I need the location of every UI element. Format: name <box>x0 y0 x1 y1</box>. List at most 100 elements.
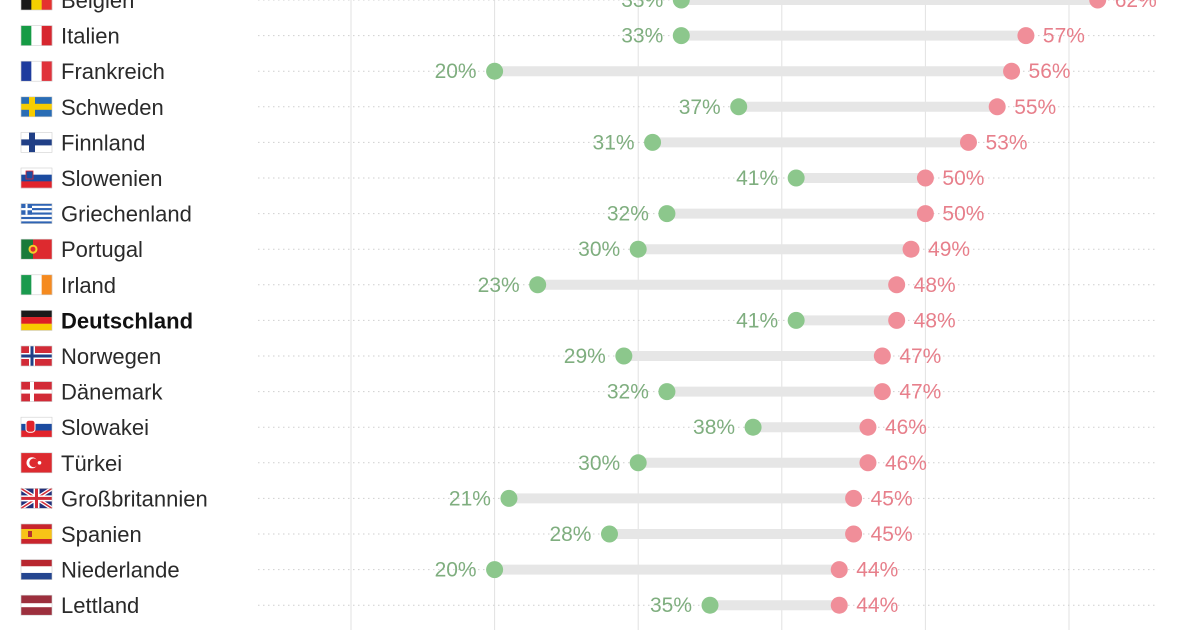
chart-row: Italien 33% 57% <box>20 24 1158 49</box>
belgium-flag <box>20 0 53 11</box>
chart-rows: Belgien 33% 62% Italien 33% 57% Frankreich 20% 5… <box>19 0 1158 618</box>
country-label: Belgien <box>61 0 134 13</box>
country-label: Deutschland <box>61 308 193 333</box>
high-point <box>859 454 877 472</box>
uk-flag <box>19 486 54 511</box>
country-label: Slowenien <box>61 166 163 191</box>
low-point <box>744 418 762 436</box>
denmark-flag <box>20 381 53 402</box>
high-point <box>830 561 848 579</box>
slovakia-flag <box>20 416 53 438</box>
germany-flag <box>20 310 53 331</box>
low-value-label: 38% <box>693 416 735 439</box>
low-point <box>629 240 647 258</box>
chart-row: Slowakei 38% 46% <box>20 415 1158 440</box>
low-point <box>500 489 518 507</box>
chart-row: Frankreich 20% 56% <box>20 59 1158 84</box>
country-label: Spanien <box>61 522 142 547</box>
low-point <box>787 169 805 187</box>
high-point <box>959 133 977 151</box>
high-value-label: 49% <box>928 238 970 261</box>
high-value-label: 46% <box>885 452 927 475</box>
high-point <box>888 276 906 294</box>
high-value-label: 47% <box>899 381 941 404</box>
low-value-label: 33% <box>621 0 663 12</box>
country-label: Frankreich <box>61 59 165 84</box>
low-point <box>644 133 662 151</box>
high-point <box>873 347 891 365</box>
high-value-label: 45% <box>871 487 913 510</box>
low-point <box>787 311 805 329</box>
country-label: Irland <box>61 273 116 298</box>
chart-row: Portugal 30% 49% <box>20 237 1158 262</box>
portugal-flag <box>20 238 53 260</box>
chart-row: Dänemark 32% 47% <box>20 380 1158 405</box>
country-label: Griechenland <box>61 202 192 227</box>
chart-row: Norwegen 29% 47% <box>20 344 1158 369</box>
slovenia-flag <box>20 167 53 189</box>
country-label: Italien <box>61 24 120 49</box>
chart-row: Belgien 33% 62% <box>20 0 1158 13</box>
low-value-label: 31% <box>593 131 635 154</box>
low-point <box>486 62 504 80</box>
country-label: Dänemark <box>61 380 163 405</box>
high-value-label: 62% <box>1115 0 1157 12</box>
high-value-label: 50% <box>942 167 984 190</box>
low-point <box>615 347 633 365</box>
high-value-label: 55% <box>1014 96 1056 119</box>
high-point <box>845 525 863 543</box>
low-point <box>672 27 690 45</box>
low-point <box>486 561 504 579</box>
low-value-label: 30% <box>578 452 620 475</box>
low-value-label: 37% <box>679 96 721 119</box>
low-value-label: 20% <box>435 559 477 582</box>
norway-flag <box>20 345 53 367</box>
low-value-label: 29% <box>564 345 606 368</box>
spain-flag <box>20 523 53 545</box>
low-point <box>600 525 618 543</box>
latvia-flag <box>20 594 53 616</box>
chart-row: Niederlande 20% 44% <box>20 558 1158 583</box>
high-value-label: 47% <box>899 345 941 368</box>
high-point <box>988 98 1006 116</box>
high-value-label: 50% <box>942 203 984 226</box>
high-point <box>902 240 920 258</box>
france-flag <box>20 60 53 82</box>
chart-row: Griechenland 32% 50% <box>20 202 1158 227</box>
high-value-label: 44% <box>856 559 898 582</box>
high-point <box>916 205 934 223</box>
high-point <box>1017 27 1035 45</box>
chart-row: Großbritannien 21% 45% <box>19 486 1158 511</box>
low-point <box>629 454 647 472</box>
low-value-label: 33% <box>621 25 663 48</box>
low-point <box>658 205 676 223</box>
country-label: Finnland <box>61 130 145 155</box>
country-label: Norwegen <box>61 344 161 369</box>
high-point <box>845 489 863 507</box>
low-point <box>730 98 748 116</box>
low-value-label: 41% <box>736 309 778 332</box>
low-point <box>529 276 547 294</box>
high-value-label: 56% <box>1029 60 1071 83</box>
netherlands-flag <box>20 559 53 580</box>
country-label: Slowakei <box>61 415 149 440</box>
low-point <box>672 0 690 9</box>
ireland-flag <box>20 274 53 296</box>
low-value-label: 32% <box>607 381 649 404</box>
high-value-label: 44% <box>856 594 898 617</box>
low-point <box>658 383 676 401</box>
high-value-label: 53% <box>985 131 1027 154</box>
country-label: Portugal <box>61 237 143 262</box>
high-point <box>873 383 891 401</box>
finland-flag <box>20 132 53 153</box>
low-value-label: 23% <box>478 274 520 297</box>
low-value-label: 35% <box>650 594 692 617</box>
low-value-label: 20% <box>435 60 477 83</box>
country-label: Türkei <box>61 451 122 476</box>
high-value-label: 57% <box>1043 25 1085 48</box>
high-value-label: 45% <box>871 523 913 546</box>
high-point <box>1003 62 1021 80</box>
high-point <box>859 418 877 436</box>
chart-row: Schweden 37% 55% <box>20 95 1158 120</box>
